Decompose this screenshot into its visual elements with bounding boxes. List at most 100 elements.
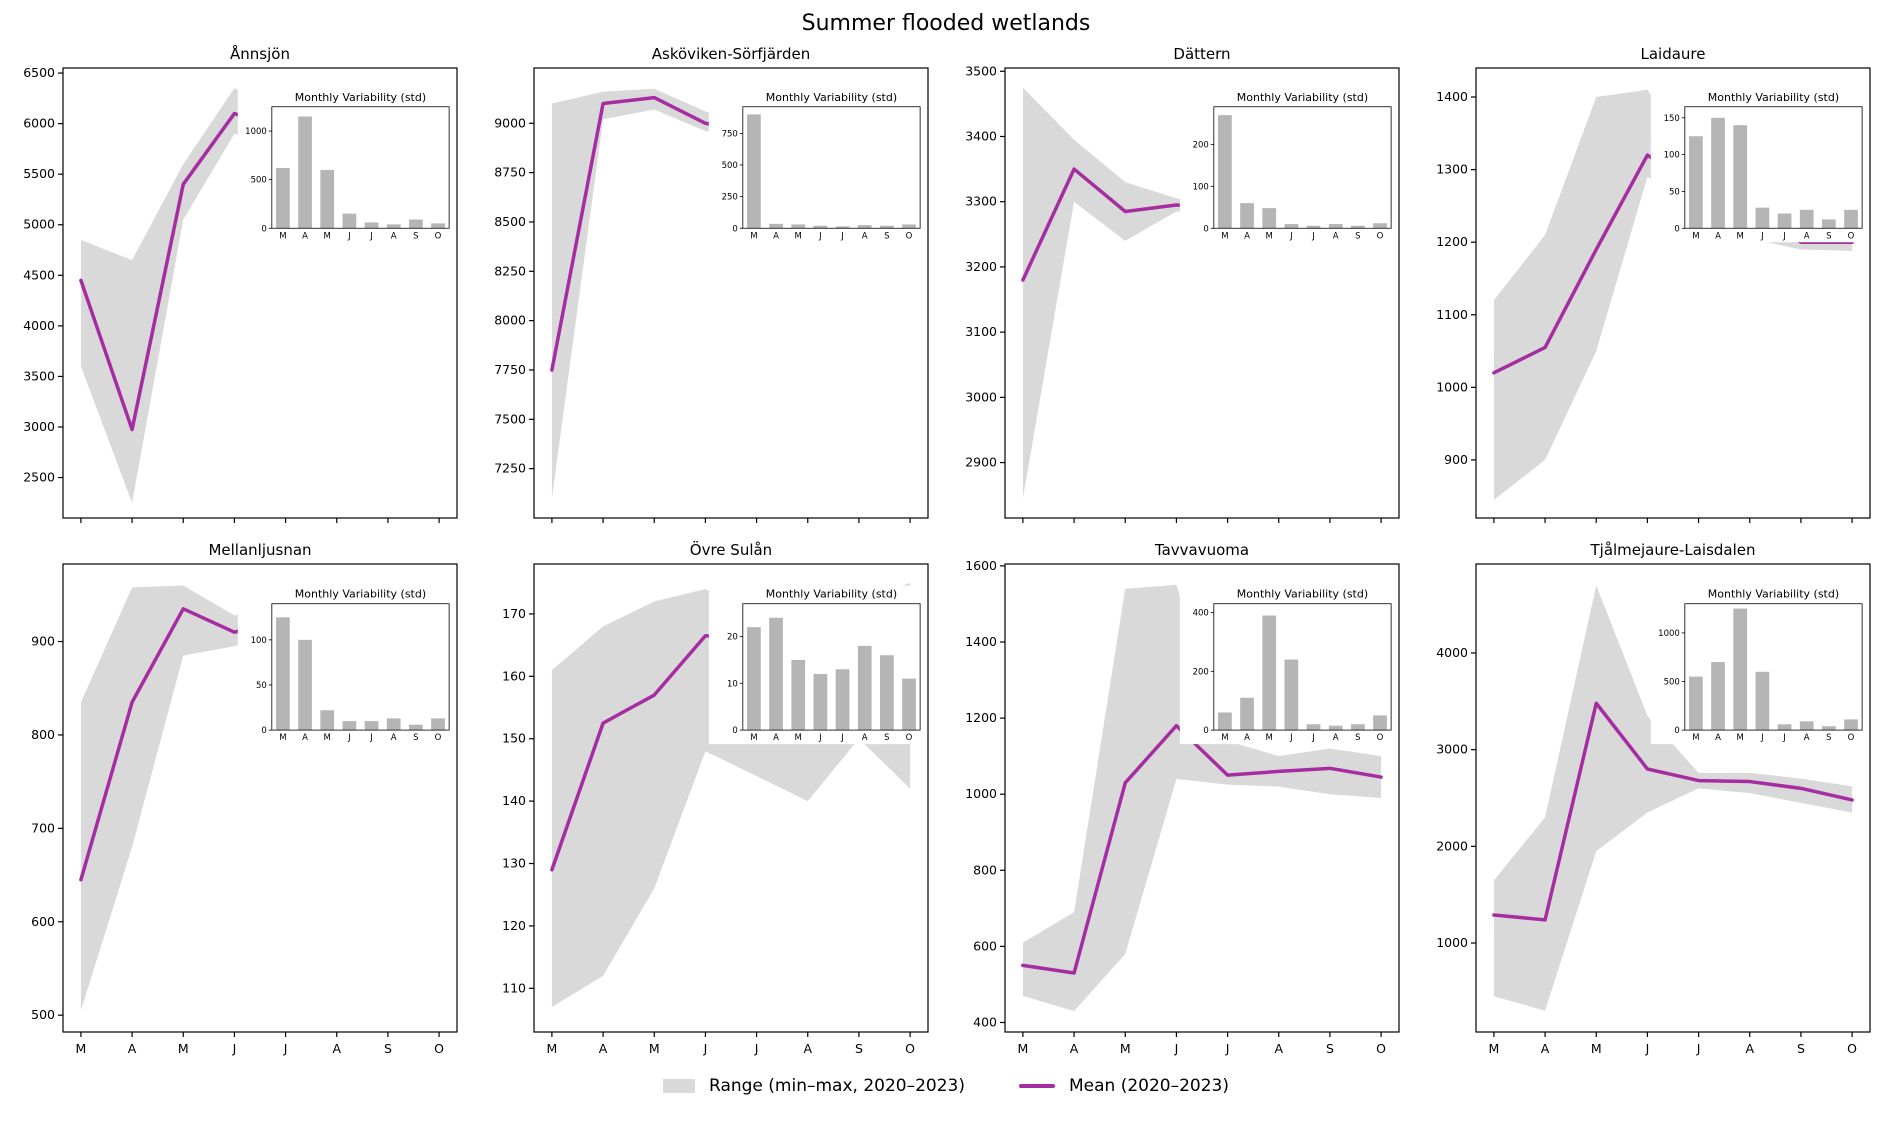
inset-variability: Monthly Variability (std) 0 50 100 M A M J J A S O (237, 585, 455, 745)
inset-bar (1306, 225, 1320, 229)
inset-frame (1683, 106, 1863, 229)
x-tick-label: A (598, 1041, 607, 1056)
range-band-swatch (663, 1079, 695, 1093)
x-axis (550, 518, 911, 523)
y-tick-label: 160 (502, 668, 526, 683)
x-tick-label: J (702, 1041, 707, 1056)
inset-x-tick-label: J (1760, 231, 1764, 241)
inset-x-tick-label: J (818, 231, 822, 241)
x-axis (1021, 518, 1382, 523)
inset-bar (746, 114, 761, 229)
inset-bar (835, 226, 849, 229)
inset-x-tick-label: M (1221, 231, 1228, 241)
inset-x-tick-label: O (905, 733, 912, 743)
y-tick-label: 1200 (965, 710, 997, 725)
inset-variability: Monthly Variability (std) 0 500 1000 M A M J J A S… (1650, 585, 1868, 745)
inset-x-tick-label: J (1782, 231, 1786, 241)
y-tick-label: 1000 (1436, 935, 1468, 950)
x-tick-label: J (282, 1041, 287, 1056)
inset-bar (1843, 209, 1858, 229)
inset-title: Monthly Variability (std) (294, 588, 425, 601)
inset-bar (1217, 712, 1232, 731)
inset-bar (1261, 208, 1276, 229)
y-tick-label: 3000 (965, 389, 997, 404)
inset-bar (408, 724, 423, 731)
y-tick-label: 3500 (965, 63, 997, 78)
inset-x-tick-label: A (1715, 231, 1721, 241)
inset-x-tick-label: O (1376, 733, 1383, 743)
range-band (1493, 585, 1852, 1011)
inset-bar (1372, 715, 1387, 731)
y-tick-label: 5000 (23, 217, 55, 232)
inset-frame (741, 106, 921, 229)
mean-line-swatch (1018, 1084, 1055, 1088)
inset-x-tick-label: M (1736, 231, 1743, 241)
y-tick-label: 7750 (494, 362, 526, 377)
inset-y-tick-label: 200 (1192, 140, 1208, 150)
y-tick-label: 1400 (1436, 89, 1468, 104)
inset-bar (275, 167, 290, 229)
x-tick-label: A (1540, 1041, 1549, 1056)
x-tick-label: M (1119, 1041, 1130, 1056)
inset-y-tick-label: 50 (255, 681, 266, 691)
x-tick-label: A (803, 1041, 812, 1056)
inset-x-tick-label: M (323, 231, 330, 241)
mean-line (1491, 701, 1854, 922)
y-tick-label: 7250 (494, 461, 526, 476)
inset-background (708, 88, 926, 243)
inset-y-tick-label: 0 (1203, 224, 1208, 234)
y-axis: 500 600 700 800 900 (31, 634, 63, 1022)
inset-x-tick-label: J (1311, 733, 1315, 743)
y-tick-label: 600 (31, 914, 55, 929)
inset-bar (1755, 207, 1769, 229)
inset-bar (1372, 223, 1387, 229)
subplot-title: Ånnsjön (230, 44, 290, 63)
subplot-tjalmejaure-laisdalen: 1000 2000 3000 4000 M A M J J A S O Tjålmejaure-Lais… (1418, 536, 1888, 1070)
y-axis: 900 1000 1100 1200 1300 1400 (1436, 89, 1476, 467)
inset-y-tick-label: 750 (721, 129, 737, 139)
inset-y-tick-label: 1000 (245, 127, 267, 137)
axes-frame (61, 563, 458, 1033)
inset-x-tick-label: S (1826, 231, 1831, 241)
y-tick-label: 3400 (965, 128, 997, 143)
inset-bar (1239, 697, 1254, 731)
inset-background (1179, 88, 1397, 243)
y-tick-label: 4000 (1436, 645, 1468, 660)
inset-frame (1683, 603, 1863, 731)
inset-bar (386, 224, 401, 229)
y-tick-label: 600 (973, 938, 997, 953)
y-tick-label: 7500 (494, 411, 526, 426)
inset-y-tick-label: 250 (721, 193, 737, 203)
inset-x-tick-label: A (773, 733, 779, 743)
inset-bar (1799, 721, 1814, 731)
y-tick-label: 8000 (494, 313, 526, 328)
inset-x-tick-label: A (1332, 733, 1338, 743)
y-tick-label: 800 (973, 862, 997, 877)
inset-variability: Monthly Variability (std) 0 100 200 M A M J J A S O (1179, 88, 1397, 243)
y-tick-label: 8750 (494, 165, 526, 180)
inset-bar (835, 669, 849, 731)
subplot-annsjon: 2500 3000 3500 4000 4500 5000 5500 6000 6500 Ånns… (5, 40, 475, 534)
subplot-title: Tavvavuoma (1153, 541, 1248, 559)
inset-bar (297, 639, 312, 731)
chart-Ånnsjön: 250030003500400045005000550060006500Ånns… (23, 44, 458, 523)
x-tick-label: J (1695, 1041, 1700, 1056)
inset-x-tick-label: M (1692, 733, 1699, 743)
inset-title: Monthly Variability (std) (294, 91, 425, 104)
subplot-title: Asköviken-Sörfjärden (651, 45, 809, 63)
inset-bar (901, 678, 916, 731)
inset-bar (1710, 662, 1725, 731)
chart-Övre Sulån: 110 120 130 140 150 160 170 M A M J J A S O Övre Sulån M… (502, 540, 929, 1056)
inset-background (237, 585, 455, 745)
inset-x-tick-label: O (434, 733, 441, 743)
y-axis: 2900 3000 3100 3200 3300 3400 3500 (965, 63, 1005, 470)
inset-y-tick-label: 0 (261, 726, 266, 736)
inset-x-tick-label: J (1289, 231, 1293, 241)
inset-x-tick-label: A (773, 231, 779, 241)
inset-bar (1777, 213, 1791, 229)
inset-variability: Monthly Variability (std) 0 200 400 M A M J J A S O (1179, 585, 1397, 745)
inset-x-tick-label: A (1715, 733, 1721, 743)
mean-line (1020, 723, 1383, 975)
